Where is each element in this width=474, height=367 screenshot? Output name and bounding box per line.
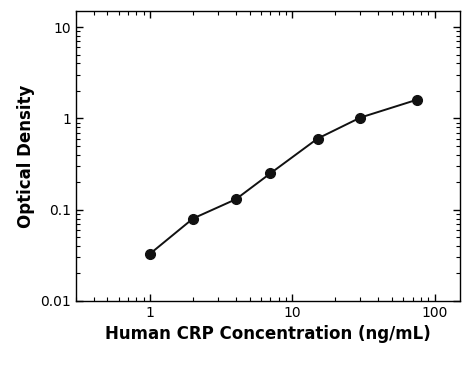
Y-axis label: Optical Density: Optical Density: [17, 84, 35, 228]
X-axis label: Human CRP Concentration (ng/mL): Human CRP Concentration (ng/mL): [105, 326, 431, 344]
